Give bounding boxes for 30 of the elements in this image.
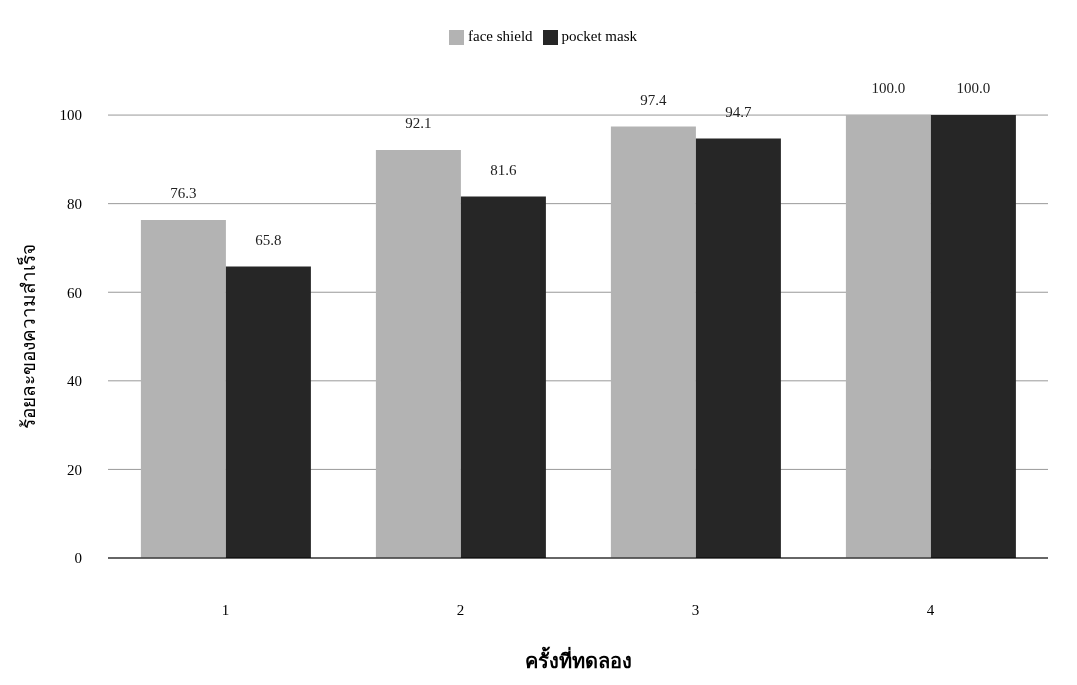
y-axis-title: ร้อยละของความสำเร็จ — [15, 244, 39, 430]
y-tick-label: 20 — [67, 461, 82, 478]
data-label: 100.0 — [871, 80, 906, 97]
x-axis-title: ครั้งที่ทดลอง — [524, 646, 632, 672]
y-tick-label: 40 — [67, 373, 82, 390]
legend-label: face shield — [468, 28, 533, 44]
y-tick-label: 0 — [74, 550, 82, 567]
x-tick-label: 1 — [221, 601, 230, 618]
bar — [225, 266, 311, 558]
data-label: 81.6 — [490, 161, 518, 178]
data-label: 65.8 — [255, 231, 282, 248]
legend-label: pocket mask — [561, 28, 637, 44]
data-label: 76.3 — [170, 185, 197, 202]
y-tick-label: 60 — [67, 284, 82, 301]
bar — [140, 220, 226, 558]
bar — [460, 196, 546, 558]
x-tick-label: 4 — [926, 601, 935, 618]
bar — [375, 150, 461, 558]
x-tick-label: 2 — [456, 601, 465, 618]
data-label: 92.1 — [405, 115, 432, 132]
y-tick-label: 80 — [67, 195, 82, 212]
bar — [695, 138, 781, 558]
bar — [930, 115, 1016, 558]
bar — [610, 126, 696, 558]
data-label: 94.7 — [725, 103, 753, 120]
data-label: 97.4 — [640, 91, 668, 108]
x-tick-label: 3 — [691, 601, 700, 618]
y-tick-label: 100 — [59, 107, 82, 124]
bar — [845, 115, 931, 558]
data-label: 100.0 — [956, 80, 991, 97]
